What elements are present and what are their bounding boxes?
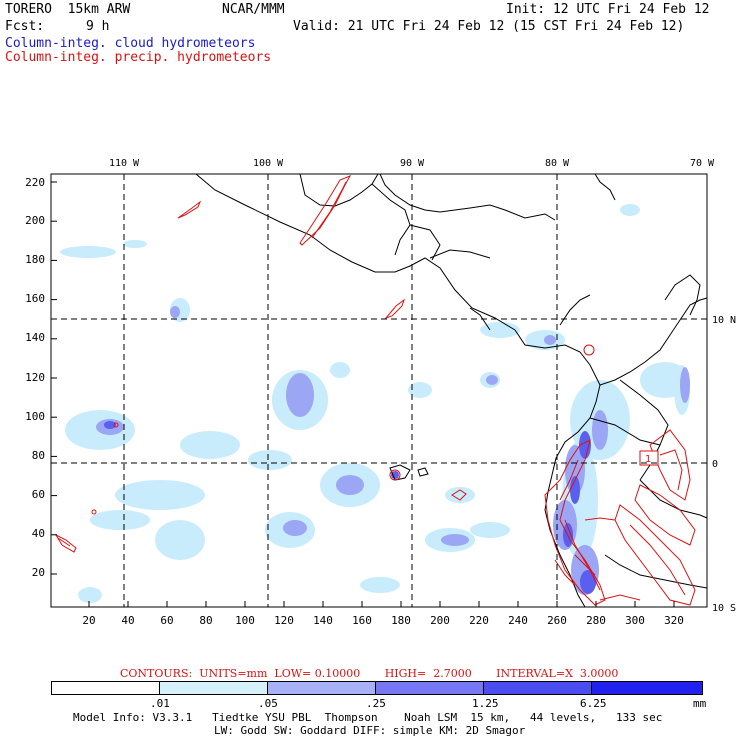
x-tick-label: 60: [160, 614, 173, 627]
lon-label: 100 W: [253, 158, 284, 169]
colorbar-segment: [483, 681, 593, 695]
forecast-hour: 9 h: [86, 19, 110, 34]
field-cloud-label: Column-integ. cloud hydrometeors: [5, 36, 256, 51]
contours-info: CONTOURS: UNITS=mm LOW= 0.10000 HIGH= 2.…: [120, 667, 619, 680]
x-tick-label: 300: [625, 614, 645, 627]
y-tick-label: 100: [25, 410, 45, 423]
lat-label: 10 S: [712, 603, 736, 614]
model-physics: LW: Godd SW: Goddard DIFF: simple KM: 2D…: [214, 724, 526, 737]
graticule: [51, 174, 707, 607]
y-tick-label: 140: [25, 331, 45, 344]
colorbar-label: .25: [366, 697, 386, 710]
x-tick-label: 240: [508, 614, 528, 627]
lat-label: 0: [712, 459, 718, 470]
init-time: Init: 12 UTC Fri 24 Feb 12: [506, 2, 710, 17]
colorbar-label: .05: [258, 697, 278, 710]
islands: [389, 464, 429, 481]
y-tick-label: 80: [32, 449, 45, 462]
longitude-labels: 110 W 100 W 90 W 80 W 70 W: [109, 158, 715, 169]
lon-label: 70 W: [690, 158, 715, 169]
model-info: Model Info: V3.3.1 Tiedtke YSU PBL Thomp…: [73, 711, 663, 724]
y-axis-labels: 220 200 180 160 140 120 100 80 60 40 20: [25, 176, 45, 579]
y-axis-ticks: [51, 181, 57, 575]
x-tick-label: 260: [547, 614, 567, 627]
org-label: NCAR/MMM: [222, 2, 285, 17]
lon-label: 90 W: [400, 158, 425, 169]
contour-label-box: [639, 450, 659, 466]
colorbar-segment: [159, 681, 269, 695]
y-tick-label: 20: [32, 566, 45, 579]
contour-label: 1: [645, 454, 651, 465]
field-precip-label: Column-integ. precip. hydrometeors: [5, 50, 272, 65]
forecast-label: Fcst:: [5, 19, 45, 34]
x-tick-label: 20: [82, 614, 95, 627]
latitude-labels: 10 N 0 10 S: [712, 315, 736, 614]
colorbar-label: 1.25: [472, 697, 499, 710]
colorbar-unit: mm: [693, 697, 707, 710]
x-tick-label: 200: [430, 614, 450, 627]
coastlines: [195, 173, 708, 608]
x-axis-ticks: [88, 601, 675, 607]
y-tick-label: 200: [25, 214, 45, 227]
x-tick-label: 140: [313, 614, 333, 627]
lon-label: 110 W: [109, 158, 140, 169]
precip-contours: [54, 175, 696, 606]
x-tick-label: 320: [664, 614, 684, 627]
x-tick-label: 40: [121, 614, 134, 627]
valid-time: Valid: 21 UTC Fri 24 Feb 12 (15 CST Fri …: [293, 19, 685, 34]
x-tick-label: 280: [586, 614, 606, 627]
colorbar-label: .01: [150, 697, 170, 710]
y-tick-label: 220: [25, 176, 45, 189]
colorbar-segment: [591, 681, 703, 695]
x-tick-label: 100: [235, 614, 255, 627]
cloud-shading: [60, 204, 690, 603]
x-tick-label: 160: [352, 614, 372, 627]
x-tick-label: 120: [274, 614, 294, 627]
y-tick-label: 180: [25, 253, 45, 266]
x-tick-label: 80: [199, 614, 212, 627]
lon-label: 80 W: [545, 158, 570, 169]
colorbar-segment: [51, 681, 161, 695]
x-tick-label: 180: [391, 614, 411, 627]
x-tick-label: 220: [469, 614, 489, 627]
x-axis-labels: 20 40 60 80 100 120 140 160 180 200 220 …: [82, 614, 684, 627]
colorbar-segment: [375, 681, 485, 695]
colorbar-label: 6.25: [580, 697, 607, 710]
lat-label: 10 N: [712, 315, 736, 326]
y-tick-label: 120: [25, 371, 45, 384]
y-tick-label: 40: [32, 527, 45, 540]
model-title: TORERO 15km ARW: [5, 2, 131, 17]
y-tick-label: 160: [25, 292, 45, 305]
colorbar-segment: [267, 681, 377, 695]
y-tick-label: 60: [32, 488, 45, 501]
